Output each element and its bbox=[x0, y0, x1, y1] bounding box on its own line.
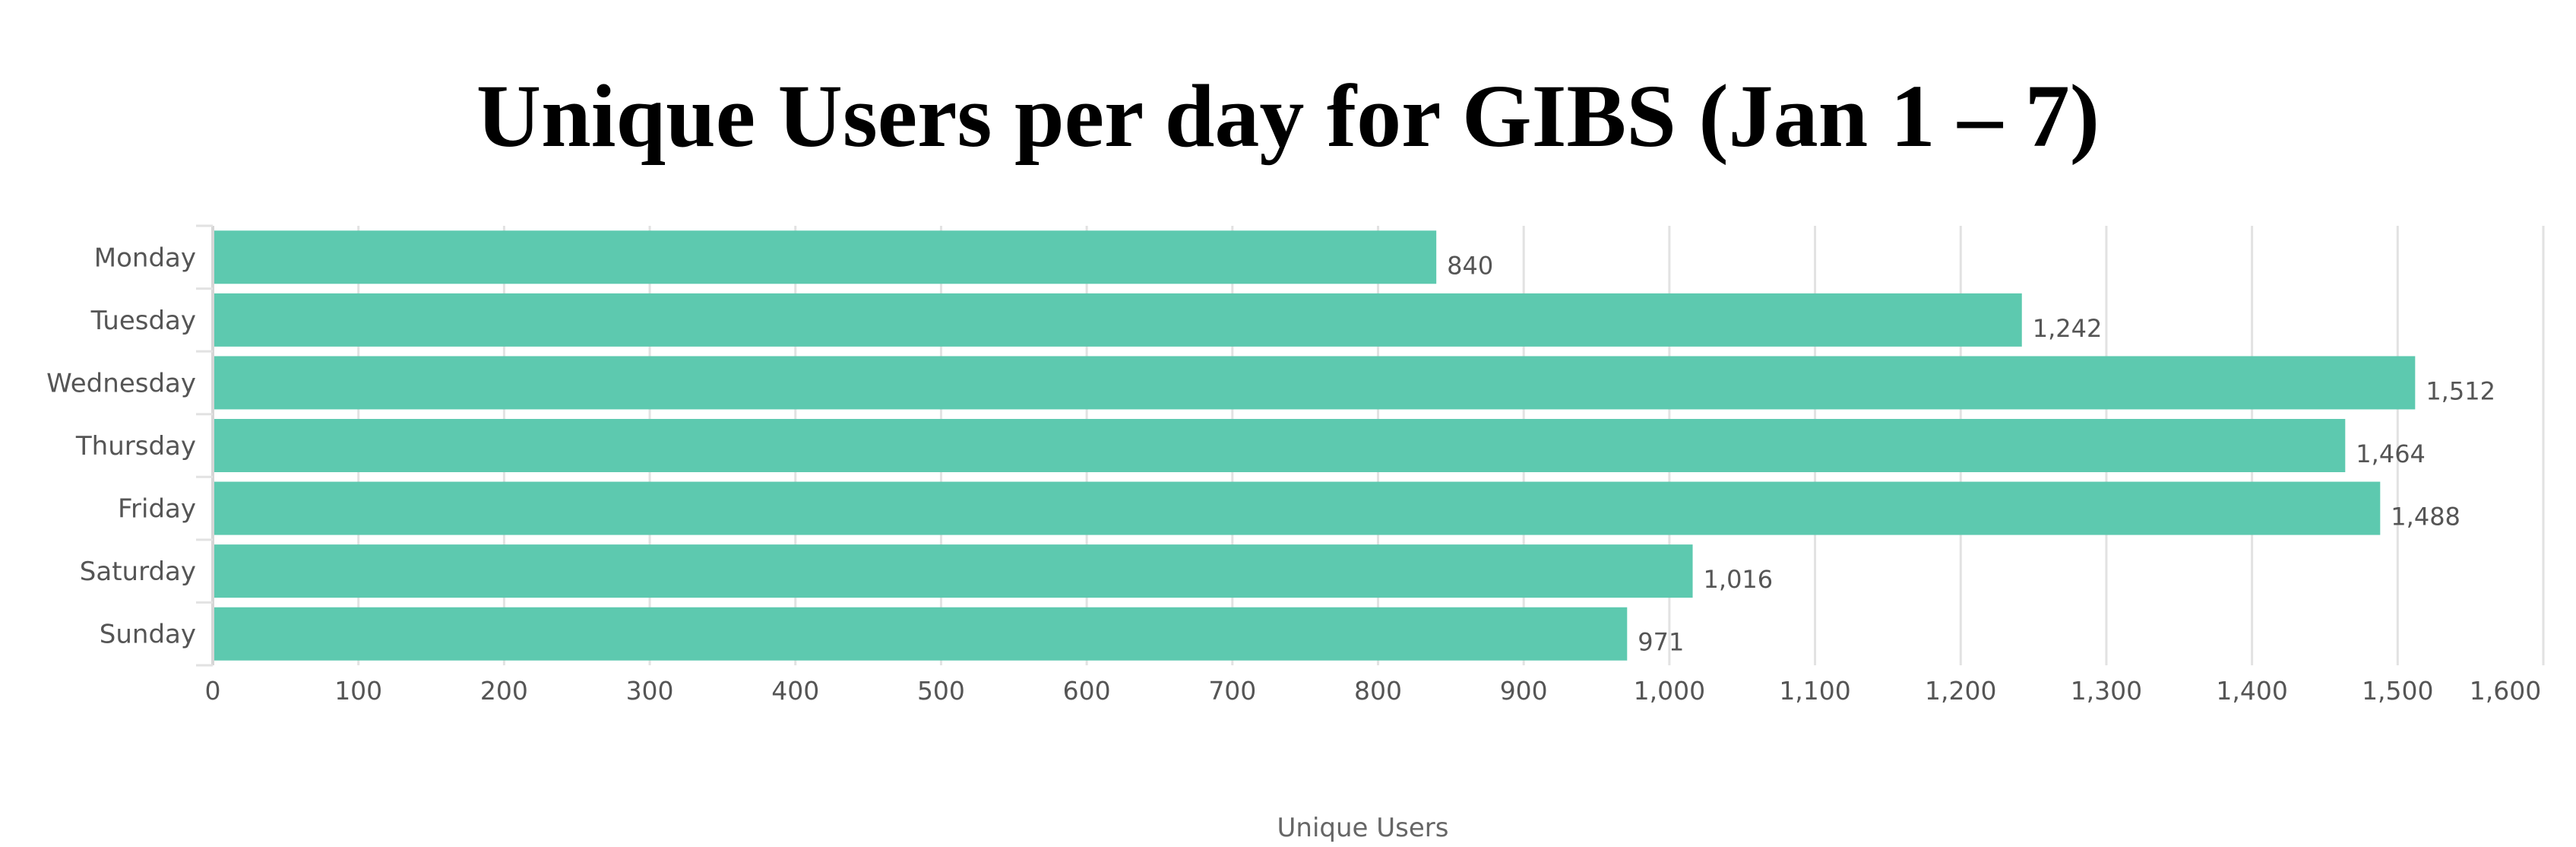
data-label: 840 bbox=[1447, 251, 1493, 280]
x-tick-label: 700 bbox=[1208, 676, 1256, 706]
data-label: 1,512 bbox=[2426, 376, 2495, 405]
x-tick-label: 800 bbox=[1354, 676, 1402, 706]
x-tick-label: 1,300 bbox=[2071, 676, 2142, 706]
x-tick-label: 200 bbox=[480, 676, 528, 706]
data-label: 1,016 bbox=[1704, 565, 1774, 594]
data-label: 1,242 bbox=[2033, 314, 2103, 343]
category-label: Monday bbox=[94, 243, 196, 273]
bar-friday bbox=[214, 481, 2381, 535]
bar-thursday bbox=[214, 419, 2346, 472]
category-label: Tuesday bbox=[90, 306, 196, 336]
category-label: Sunday bbox=[100, 620, 196, 650]
x-tick-label: 100 bbox=[334, 676, 382, 706]
x-tick-label: 1,400 bbox=[2216, 676, 2287, 706]
x-tick-label: 600 bbox=[1063, 676, 1111, 706]
category-label: Thursday bbox=[75, 431, 196, 462]
bar-monday bbox=[214, 230, 1437, 284]
x-tick-label: 300 bbox=[626, 676, 674, 706]
data-label: 1,488 bbox=[2391, 503, 2460, 531]
x-tick-label: 1,100 bbox=[1779, 676, 1850, 706]
x-tick-label: 0 bbox=[205, 676, 221, 706]
chart-title: Unique Users per day for GIBS (Jan 1 – 7… bbox=[476, 66, 2100, 166]
data-label: 1,464 bbox=[2356, 439, 2426, 468]
x-tick-label: 900 bbox=[1500, 676, 1548, 706]
x-tick-label: 1,600 bbox=[2470, 676, 2541, 706]
x-tick-label: 1,000 bbox=[1634, 676, 1705, 706]
category-label: Friday bbox=[118, 494, 196, 525]
x-axis-title: Unique Users bbox=[1277, 813, 1449, 843]
bar-tuesday bbox=[214, 293, 2022, 347]
bar-saturday bbox=[214, 544, 1693, 598]
data-label: 971 bbox=[1638, 628, 1684, 657]
x-tick-label: 400 bbox=[771, 676, 819, 706]
bar-sunday bbox=[214, 607, 1628, 661]
x-tick-label: 1,200 bbox=[1925, 676, 1996, 706]
category-label: Wednesday bbox=[46, 368, 196, 398]
x-tick-label: 1,500 bbox=[2362, 676, 2433, 706]
x-tick-label: 500 bbox=[917, 676, 965, 706]
category-label: Saturday bbox=[80, 557, 196, 587]
bar-wednesday bbox=[214, 356, 2416, 410]
